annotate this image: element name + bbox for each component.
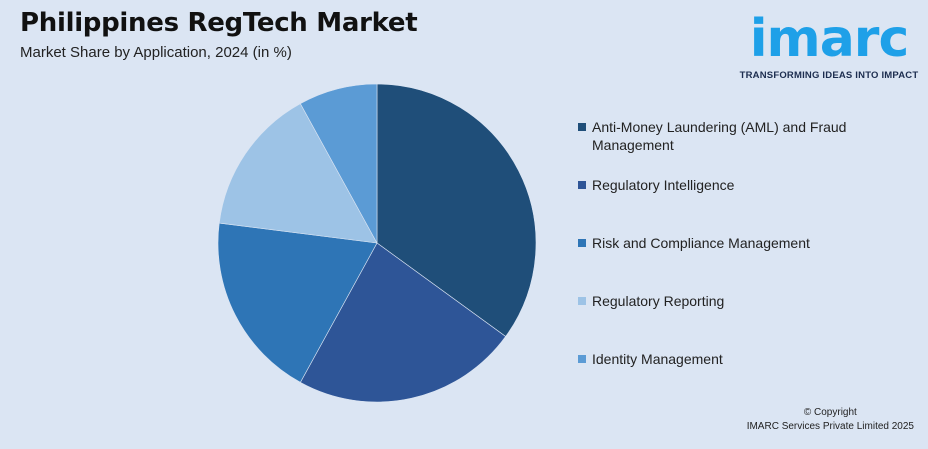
legend-swatch — [578, 297, 586, 305]
legend-item-5: Identity Management — [578, 350, 862, 368]
pie-slice-2 — [299, 242, 507, 403]
legend-label: Risk and Compliance Management — [592, 235, 810, 251]
legend-swatch — [578, 355, 586, 363]
copyright-line-1: © Copyright — [803, 407, 857, 418]
logo-wordmark: imarc — [749, 9, 910, 69]
pie-slice-1 — [376, 83, 537, 337]
legend-item-3: Risk and Compliance Management — [578, 234, 862, 252]
pie-slice-3 — [217, 222, 378, 383]
legend-label: Regulatory Intelligence — [592, 177, 735, 193]
copyright-notice: © Copyright IMARC Services Private Limit… — [747, 406, 914, 434]
imarc-logo: imarc TRANSFORMING IDEAS INTO IMPACT — [738, 8, 920, 86]
legend-item-1: Anti-Money Laundering (AML) and Fraud Ma… — [578, 118, 862, 154]
pie-slice-5 — [299, 83, 378, 244]
legend-label: Regulatory Reporting — [592, 293, 725, 309]
legend-swatch — [578, 239, 586, 247]
legend-swatch — [578, 181, 586, 189]
chart-subtitle: Market Share by Application, 2024 (in %) — [20, 44, 292, 61]
legend-item-2: Regulatory Intelligence — [578, 176, 862, 194]
page-title: Philippines RegTech Market — [20, 8, 418, 38]
copyright-line-2: IMARC Services Private Limited 2025 — [746, 421, 914, 432]
legend-item-4: Regulatory Reporting — [578, 292, 862, 310]
logo-tagline: TRANSFORMING IDEAS INTO IMPACT — [739, 70, 919, 81]
pie-slice-4 — [218, 103, 378, 244]
legend-label: Identity Management — [592, 351, 723, 367]
legend-label: Anti-Money Laundering (AML) and Fraud Ma… — [592, 119, 847, 153]
legend-swatch — [578, 123, 586, 131]
